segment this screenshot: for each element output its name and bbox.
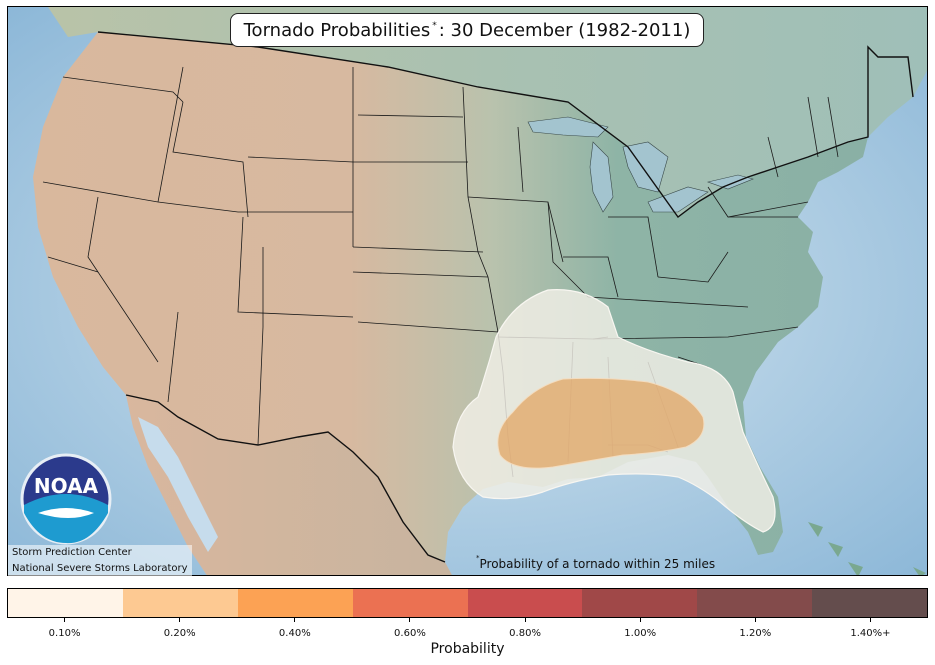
colorbar-segment: [697, 589, 813, 617]
noaa-logo: NOAA: [20, 453, 112, 545]
colorbar-segment: [582, 589, 698, 617]
colorbar-tick-label: 0.60%: [394, 628, 426, 639]
footnote-text: Probability of a tornado within 25 miles: [479, 557, 716, 571]
credit-line: National Severe Storms Laboratory: [12, 563, 188, 574]
colorbar-label: Probability: [430, 641, 505, 657]
colorbar-segment: [237, 589, 353, 617]
colorbar-tick: 1.20%: [725, 617, 785, 639]
colorbar-segment: [8, 589, 123, 617]
map-panel: [7, 6, 928, 576]
credits: Storm Prediction Center National Severe …: [8, 545, 192, 577]
footnote-marker: *: [476, 554, 480, 562]
map-title: Tornado Probabilities *: 30 December (198…: [230, 13, 704, 47]
colorbar-tick-label: 1.00%: [624, 628, 657, 639]
inner-probability-contour: [497, 377, 705, 469]
great-lakes: [527, 116, 754, 213]
colorbar-tick: 0.80%: [495, 617, 555, 639]
title-main: Tornado Probabilities: [243, 19, 431, 41]
islands: [808, 522, 926, 575]
colorbar-tick: 1.40%+: [840, 617, 900, 639]
colorbar-tick-label: 1.40%+: [850, 628, 891, 639]
colorbar-tick: 0.10%: [35, 617, 95, 639]
national-borders: [97, 31, 914, 563]
colorbar: [7, 588, 928, 618]
colorbar-segment: [352, 589, 468, 617]
colorbar-tick-label: 0.80%: [509, 628, 541, 639]
colorbar-segment: [812, 589, 927, 617]
colorbar-tick-label: 0.40%: [278, 628, 311, 639]
footnote: *Probability of a tornado within 25 mile…: [476, 554, 716, 571]
base-map: [8, 7, 927, 575]
colorbar-tick-label: 0.20%: [163, 628, 196, 639]
colorbar-tick: 1.00%: [610, 617, 670, 639]
colorbar-tick-label: 0.10%: [48, 628, 81, 639]
colorbar-ticks: 0.10% 0.20% 0.40% 0.60% 0.80% 1.00% 1.20% 1.40%…: [7, 617, 928, 639]
noaa-logo-text: NOAA: [34, 474, 99, 498]
colorbar-tick: 0.20%: [150, 617, 210, 639]
credit-line: Storm Prediction Center: [12, 547, 132, 558]
title-marker: *: [432, 21, 437, 31]
colorbar-tick: 0.40%: [265, 617, 325, 639]
title-rest: : 30 December (1982-2011): [438, 19, 691, 41]
canada-land: [48, 7, 927, 217]
gulf-of-california: [138, 417, 218, 552]
colorbar-segment: [122, 589, 238, 617]
colorbar-segment: [467, 589, 583, 617]
colorbar-tick-label: 1.20%: [739, 628, 772, 639]
colorbar-tick: 0.60%: [380, 617, 440, 639]
